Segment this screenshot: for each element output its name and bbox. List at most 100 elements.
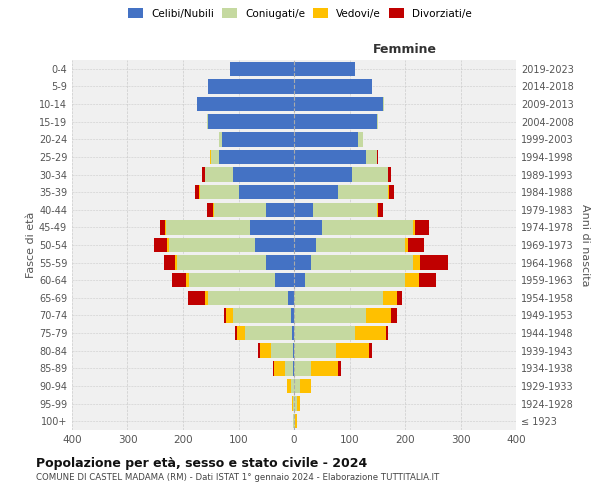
Bar — [294, 185, 338, 200]
Bar — [289, 290, 294, 305]
Bar — [211, 150, 219, 164]
Bar — [233, 308, 291, 322]
Bar — [294, 79, 372, 94]
Bar — [164, 256, 175, 270]
Bar — [389, 185, 394, 200]
Bar — [255, 238, 294, 252]
Bar — [258, 344, 260, 358]
Bar — [294, 238, 316, 252]
Bar — [294, 290, 383, 305]
Bar — [205, 290, 208, 305]
Bar — [188, 290, 205, 305]
Bar — [285, 361, 293, 376]
Bar — [338, 185, 388, 200]
Legend: Celibi/Nubili, Coniugati/e, Vedovi/e, Divorziati/e: Celibi/Nubili, Coniugati/e, Vedovi/e, Di… — [125, 5, 475, 21]
Text: COMUNE DI CASTEL MADAMA (RM) - Dati ISTAT 1° gennaio 2024 - Elaborazione TUTTITA: COMUNE DI CASTEL MADAMA (RM) - Dati ISTA… — [36, 472, 439, 482]
Bar — [294, 326, 355, 340]
Bar — [294, 62, 355, 76]
Y-axis label: Anni di nascita: Anni di nascita — [580, 204, 590, 286]
Bar — [352, 168, 388, 181]
Bar — [239, 185, 294, 200]
Bar — [226, 308, 233, 322]
Bar — [294, 361, 311, 376]
Bar — [294, 168, 352, 181]
Bar — [245, 326, 292, 340]
Bar — [273, 361, 274, 376]
Bar — [294, 273, 305, 287]
Bar — [378, 202, 383, 217]
Bar — [197, 97, 294, 112]
Bar — [294, 220, 322, 234]
Bar — [386, 326, 388, 340]
Bar — [266, 256, 294, 270]
Bar — [160, 220, 165, 234]
Bar — [294, 150, 366, 164]
Bar — [294, 202, 313, 217]
Bar — [188, 273, 275, 287]
Bar — [413, 256, 420, 270]
Bar — [311, 361, 338, 376]
Bar — [299, 378, 311, 393]
Bar — [335, 344, 369, 358]
Bar — [237, 326, 245, 340]
Bar — [274, 361, 285, 376]
Bar — [167, 238, 169, 252]
Bar — [165, 220, 166, 234]
Bar — [250, 220, 294, 234]
Bar — [415, 220, 429, 234]
Text: Popolazione per età, sesso e stato civile - 2024: Popolazione per età, sesso e stato civil… — [36, 458, 367, 470]
Bar — [408, 238, 424, 252]
Bar — [292, 326, 294, 340]
Bar — [235, 326, 237, 340]
Bar — [358, 132, 364, 146]
Bar — [405, 273, 419, 287]
Bar — [287, 378, 291, 393]
Bar — [294, 114, 377, 129]
Bar — [178, 256, 266, 270]
Bar — [202, 168, 205, 181]
Bar — [355, 326, 386, 340]
Bar — [366, 308, 391, 322]
Bar — [266, 202, 294, 217]
Bar — [294, 344, 335, 358]
Bar — [224, 308, 226, 322]
Bar — [219, 150, 294, 164]
Text: Femmine: Femmine — [373, 44, 437, 57]
Bar — [313, 202, 377, 217]
Bar — [275, 273, 294, 287]
Bar — [294, 132, 358, 146]
Bar — [294, 378, 299, 393]
Bar — [338, 361, 341, 376]
Bar — [294, 308, 366, 322]
Bar — [305, 273, 405, 287]
Bar — [154, 238, 167, 252]
Bar — [297, 396, 299, 411]
Bar — [219, 132, 222, 146]
Bar — [291, 378, 294, 393]
Bar — [388, 168, 391, 181]
Bar — [293, 396, 294, 411]
Bar — [175, 256, 178, 270]
Bar — [322, 220, 413, 234]
Bar — [260, 344, 271, 358]
Bar — [208, 114, 294, 129]
Bar — [214, 202, 266, 217]
Bar — [419, 273, 436, 287]
Bar — [413, 220, 415, 234]
Bar — [186, 273, 188, 287]
Bar — [383, 97, 384, 112]
Bar — [294, 396, 297, 411]
Bar — [292, 396, 293, 411]
Bar — [194, 185, 199, 200]
Bar — [169, 238, 255, 252]
Bar — [397, 290, 402, 305]
Bar — [172, 273, 186, 287]
Bar — [405, 238, 408, 252]
Bar — [271, 344, 293, 358]
Bar — [222, 132, 294, 146]
Bar — [295, 414, 297, 428]
Bar — [230, 62, 294, 76]
Bar — [316, 238, 405, 252]
Bar — [291, 308, 294, 322]
Bar — [383, 290, 397, 305]
